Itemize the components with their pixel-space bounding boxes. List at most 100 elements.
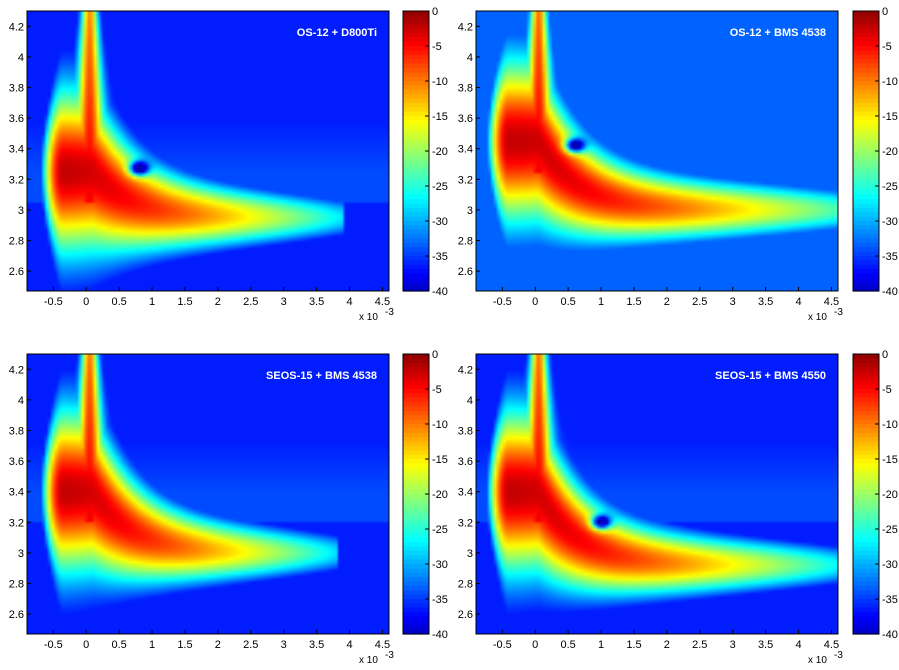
colorbar-segment: [403, 568, 429, 574]
x-tick-label: 2.5: [243, 296, 258, 308]
colorbar-segment: [853, 155, 879, 161]
colorbar-segment: [403, 242, 429, 248]
colorbar-segment: [403, 454, 429, 460]
x-tick-label: 3.5: [309, 296, 324, 308]
colorbar-segment: [403, 546, 429, 552]
colorbar-segment: [853, 120, 879, 126]
chart-panel-3: -0.5 0 0.5 1 1.5 2 2.5 3 3.5 4 4.5 2.6 2.8 3 3.2 3.4 3.6…: [9, 349, 448, 666]
colorbar-segment: [403, 616, 429, 622]
colorbar-segment: [853, 142, 879, 148]
colorbar-segment: [403, 406, 429, 412]
colorbar-tick-label: -35: [882, 251, 898, 263]
colorbar-segment: [403, 428, 429, 434]
colorbar-segment: [403, 133, 429, 139]
x-tick-label: 1.5: [626, 639, 641, 651]
colorbar-segment: [403, 177, 429, 183]
x-tick-label: 4.5: [375, 639, 390, 651]
colorbar-segment: [853, 194, 879, 200]
colorbar-segment: [853, 520, 879, 526]
colorbar-segment: [853, 282, 879, 288]
colorbar-segment: [853, 159, 879, 165]
x-multiplier-exponent: -3: [834, 307, 843, 318]
axes-frame: [475, 10, 839, 292]
colorbar-segment: [403, 445, 429, 451]
colorbar-segment: [403, 264, 429, 270]
colorbar-segment: [403, 480, 429, 486]
colorbar-segment: [403, 555, 429, 561]
colorbar-segment: [853, 98, 879, 104]
colorbar-segment: [403, 24, 429, 30]
x-tick-label: 4.5: [824, 639, 839, 651]
colorbar-segment: [853, 54, 879, 60]
colorbar-segment: [853, 489, 879, 495]
x-tick-label: 3.5: [309, 639, 324, 651]
colorbar-tick-label: -30: [882, 216, 898, 228]
x-tick-label: 1: [149, 639, 155, 651]
colorbar-segment: [403, 181, 429, 187]
colorbar-segment: [403, 207, 429, 213]
colorbar-segment: [403, 419, 429, 425]
colorbar-segment: [403, 81, 429, 86]
x-tick-label: 3: [730, 639, 736, 651]
colorbar-segment: [403, 524, 429, 530]
colorbar-segment: [853, 546, 879, 552]
colorbar-segment: [853, 607, 879, 613]
colorbar-segment: [853, 168, 879, 174]
colorbar-segment: [853, 37, 879, 43]
y-tick-label: 4.2: [458, 364, 473, 376]
y-tick-label: 3: [18, 548, 24, 560]
x-multiplier-exponent: -3: [834, 650, 843, 661]
colorbar-segment: [403, 559, 429, 565]
colorbar-tick-label: -10: [432, 419, 448, 431]
colorbar-segment: [853, 594, 879, 600]
colorbar-tick-label: -20: [882, 146, 898, 158]
colorbar-segment: [853, 63, 879, 69]
colorbar-segment: [853, 380, 879, 386]
colorbar-segment: [853, 190, 879, 196]
colorbar-segment: [403, 37, 429, 43]
axes-frame: [26, 353, 390, 635]
colorbar-segment: [853, 24, 879, 30]
colorbar-segment: [403, 63, 429, 69]
colorbar-segment: [853, 515, 879, 521]
colorbar-segment: [853, 454, 879, 460]
colorbar-segment: [403, 410, 429, 416]
colorbar-tick-label: -20: [882, 489, 898, 501]
colorbar-segment: [853, 11, 879, 16]
y-tick-label: 2.8: [9, 579, 24, 591]
colorbar-segment: [853, 463, 879, 469]
colorbar-segment: [403, 107, 429, 113]
colorbar-segment: [403, 216, 429, 222]
colorbar-segment: [853, 397, 879, 403]
colorbar-segment: [403, 238, 429, 244]
panel-title: SEOS-15 + BMS 4538: [266, 370, 377, 382]
colorbar-segment: [403, 537, 429, 543]
colorbar-segment: [853, 234, 879, 240]
colorbar-segment: [853, 511, 879, 517]
colorbar-segment: [853, 419, 879, 425]
x-tick-label: 1: [149, 296, 155, 308]
colorbar-segment: [853, 264, 879, 270]
colorbar-segment: [853, 406, 879, 412]
x-tick-label: 1.5: [177, 639, 192, 651]
colorbar-segment: [853, 251, 879, 257]
colorbar-tick-label: -40: [432, 629, 448, 641]
colorbar-segment: [403, 286, 429, 292]
colorbar-segment: [403, 124, 429, 130]
colorbar-segment: [853, 524, 879, 530]
colorbar-segment: [853, 564, 879, 569]
y-tick-label: 3.6: [458, 456, 473, 468]
colorbar-segment: [853, 151, 879, 156]
colorbar-segment: [853, 428, 879, 434]
axes-frame: [26, 10, 390, 292]
x-tick-label: 1: [598, 639, 604, 651]
colorbar-segment: [403, 489, 429, 495]
colorbar-segment: [853, 424, 879, 429]
panel-title: OS-12 + BMS 4538: [730, 27, 826, 39]
colorbar-segment: [853, 629, 879, 635]
colorbar-segment: [403, 199, 429, 205]
x-tick-label: 4: [346, 296, 352, 308]
x-tick-label: 2.5: [243, 639, 258, 651]
colorbar-tick-label: -25: [432, 181, 448, 193]
colorbar-segment: [403, 467, 429, 473]
